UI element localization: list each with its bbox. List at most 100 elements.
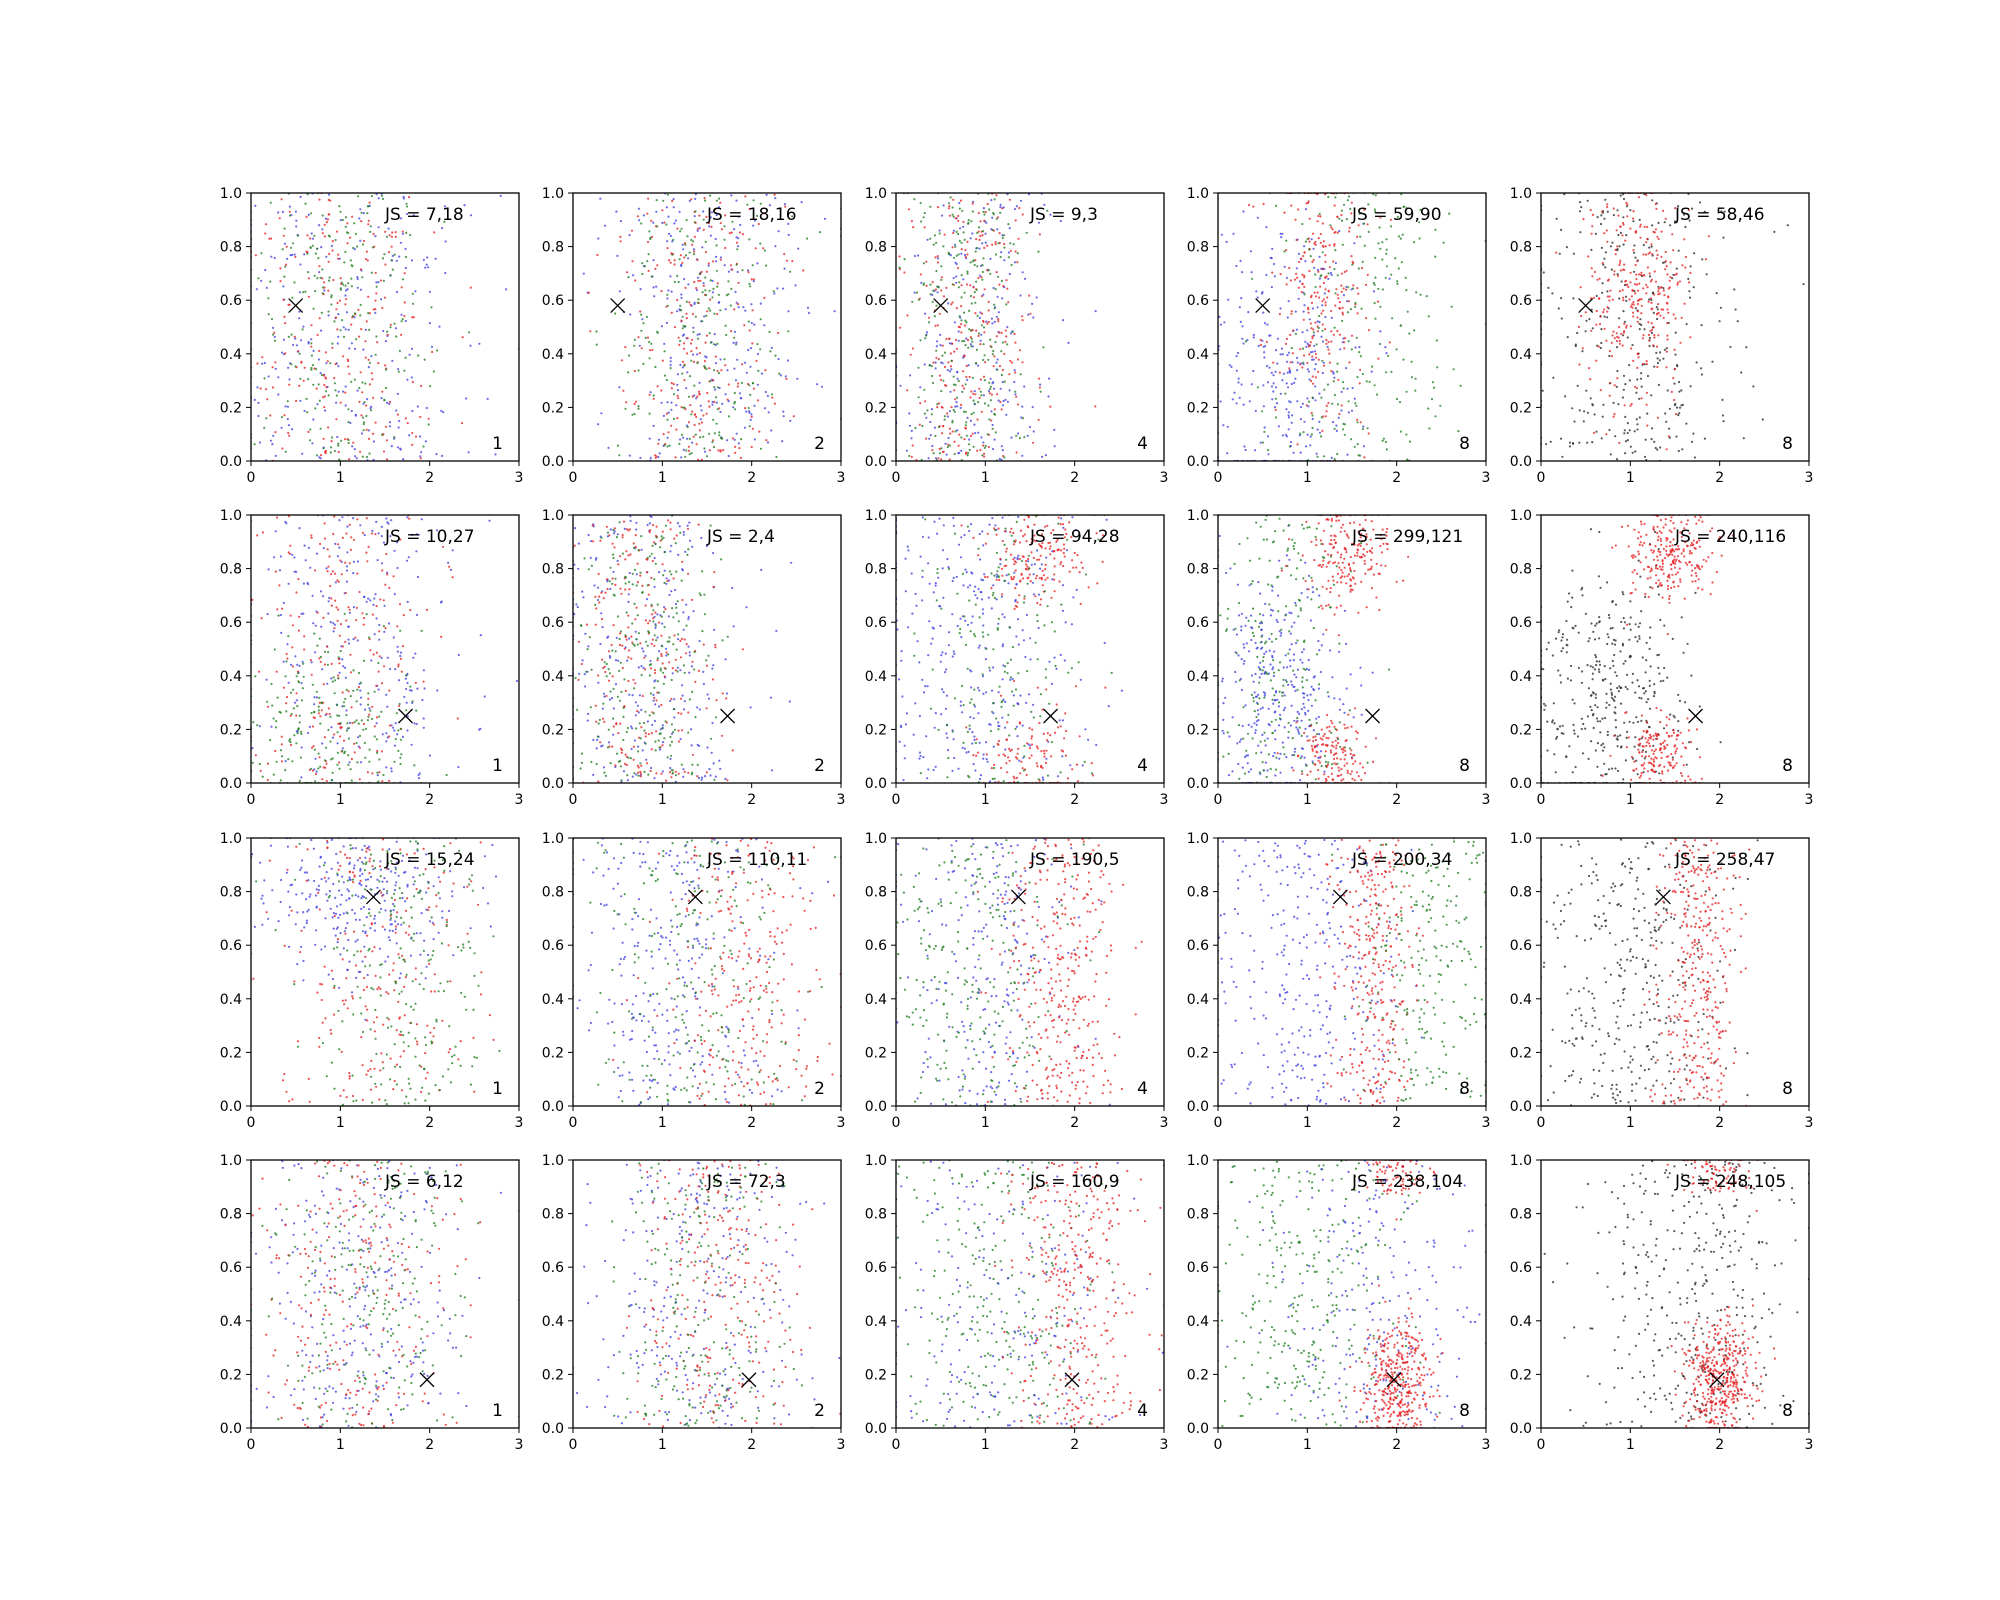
scatter-point-red — [621, 533, 624, 537]
scatter-point-blue — [632, 274, 635, 277]
scatter-point-green — [977, 401, 980, 404]
axes-frame — [895, 192, 1165, 462]
scatter-point-red — [367, 219, 370, 222]
scatter-point-red — [1616, 377, 1619, 380]
scatter-point-red — [1634, 385, 1637, 388]
scatter-point-blue — [1239, 320, 1242, 323]
scatter-point-red — [333, 376, 336, 380]
y-tick-label: 0.8 — [865, 240, 887, 256]
scatter-point-red — [375, 716, 379, 719]
scatter-point-blue — [782, 415, 785, 418]
scatter-point-blue — [764, 390, 767, 394]
scatter-point-red — [696, 227, 699, 231]
scatter-point-green — [297, 672, 300, 675]
scatter-point-blue — [344, 294, 347, 297]
x-marker — [933, 298, 949, 314]
scatter-point-black — [1700, 324, 1703, 327]
scatter-point-blue — [941, 362, 944, 365]
scatter-point-blue — [688, 539, 692, 542]
scatter-point-red — [660, 289, 663, 293]
scatter-point-red — [1321, 268, 1324, 271]
scatter-point-blue — [1008, 227, 1011, 230]
scatter-point-green — [759, 202, 762, 205]
scatter-point-blue — [1001, 380, 1004, 384]
scatter-point-blue — [637, 207, 641, 210]
scatter-point-blue — [385, 740, 388, 743]
scatter-point-red — [318, 265, 321, 268]
scatter-point-red — [632, 678, 635, 681]
scatter-point-red — [938, 312, 941, 315]
scatter-point-green — [359, 681, 363, 684]
scatter-point-blue — [714, 343, 717, 347]
scatter-point-red — [911, 444, 914, 447]
scatter-point-blue — [318, 271, 321, 274]
scatter-point-blue — [653, 777, 656, 780]
scatter-point-red — [738, 231, 742, 234]
scatter-point-red — [1336, 231, 1339, 234]
scatter-point-red — [386, 573, 389, 576]
scatter-point-red — [327, 565, 330, 568]
scatter-point-red — [685, 316, 688, 320]
scatter-point-green — [341, 749, 344, 753]
scatter-point-blue — [1235, 355, 1238, 358]
scatter-point-red — [256, 362, 259, 365]
scatter-point-red — [683, 256, 686, 259]
scatter-point-red — [979, 378, 982, 381]
scatter-point-green — [1373, 208, 1376, 211]
scatter-point-red — [367, 295, 370, 298]
scatter-point-blue — [673, 698, 676, 701]
scatter-point-red — [401, 230, 404, 233]
scatter-point-red — [681, 560, 684, 564]
scatter-point-blue — [952, 229, 956, 232]
scatter-point-red — [934, 288, 938, 291]
scatter-point-green — [274, 726, 277, 729]
scatter-point-blue — [385, 517, 388, 520]
scatter-point-red — [955, 307, 959, 310]
scatter-point-blue — [913, 291, 916, 294]
scatter-point-blue — [378, 638, 381, 641]
scatter-point-red — [288, 210, 291, 213]
scatter-point-black — [1622, 310, 1625, 313]
scatter-point-green — [1260, 410, 1264, 413]
scatter-point-blue — [587, 712, 590, 716]
y-tick-label: 0.4 — [220, 669, 242, 685]
scatter-point-green — [429, 385, 432, 388]
scatter-point-black — [1685, 422, 1688, 425]
scatter-point-green — [1404, 276, 1407, 279]
scatter-point-green — [1439, 404, 1442, 407]
scatter-point-red — [380, 682, 384, 685]
scatter-point-blue — [266, 613, 269, 616]
scatter-point-green — [756, 343, 759, 346]
scatter-point-green — [1019, 373, 1022, 376]
scatter-point-blue — [908, 424, 912, 427]
scatter-point-red — [1629, 271, 1632, 274]
scatter-point-red — [1324, 245, 1327, 248]
scatter-point-black — [1591, 441, 1594, 444]
scatter-point-green — [747, 320, 750, 323]
scatter-point-red — [1359, 421, 1362, 424]
scatter-point-red — [639, 772, 643, 775]
scatter-point-red — [603, 665, 606, 668]
scatter-point-red — [1288, 266, 1291, 270]
scatter-point-green — [1435, 339, 1438, 342]
scatter-point-red — [680, 406, 683, 409]
scatter-point-red — [330, 597, 333, 600]
scatter-point-red — [1632, 300, 1635, 304]
scatter-point-red — [1660, 230, 1663, 233]
scatter-point-blue — [732, 625, 735, 628]
scatter-point-black — [1560, 228, 1563, 231]
scatter-point-green — [1413, 241, 1416, 244]
scatter-point-red — [1618, 261, 1622, 264]
scatter-point-blue — [341, 705, 344, 708]
scatter-point-blue — [936, 291, 939, 294]
scatter-point-blue — [963, 253, 967, 257]
scatter-point-black — [1639, 318, 1642, 321]
scatter-point-blue — [929, 434, 932, 437]
scatter-point-red — [1655, 207, 1658, 210]
scatter-point-red — [326, 360, 329, 363]
scatter-point-red — [1684, 266, 1687, 269]
scatter-point-green — [306, 193, 309, 196]
scatter-point-green — [313, 234, 316, 237]
scatter-point-red — [397, 665, 400, 668]
scatter-point-red — [587, 291, 590, 294]
